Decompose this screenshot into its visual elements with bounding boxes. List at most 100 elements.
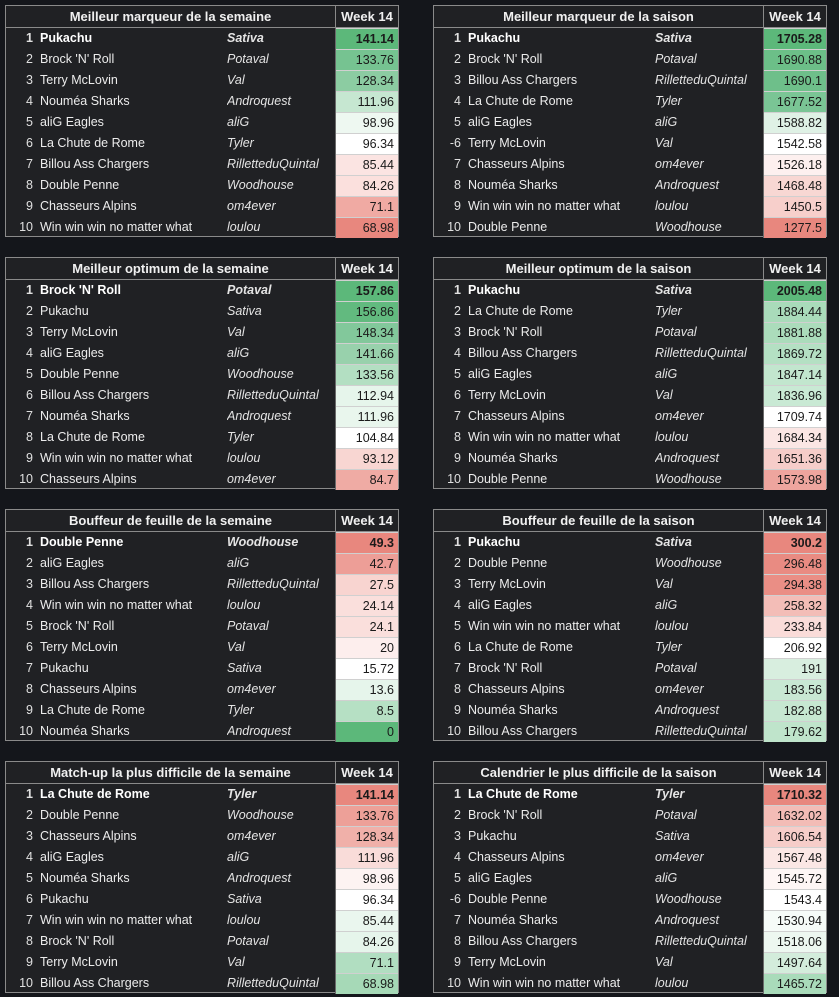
score-cell: 98.96 xyxy=(336,112,398,133)
score-cell: 156.86 xyxy=(336,301,398,322)
score-cell: 1588.82 xyxy=(764,112,826,133)
owner-name: Potaval xyxy=(227,280,336,301)
team-name: Brock 'N' Roll xyxy=(40,283,121,297)
rank-cell: 4 xyxy=(26,850,33,864)
rank-cell: 4 xyxy=(454,598,461,612)
leaderboard-panel: Meilleur marqueur de la saison Week 14 1 Pu… xyxy=(433,5,827,238)
team-name: aliG Eagles xyxy=(468,367,532,381)
panel-title: Bouffeur de feuille de la saison xyxy=(434,510,764,531)
owner-name: RilletteduQuintal xyxy=(227,973,336,994)
table-row: 9 Chasseurs Alpins om4ever 71.1 xyxy=(6,196,398,217)
team-name: Nouméa Sharks xyxy=(40,94,130,108)
table-row: 7 Billou Ass Chargers RilletteduQuintal 85.… xyxy=(6,154,398,175)
score-cell: 148.34 xyxy=(336,322,398,343)
rank-cell: 5 xyxy=(26,619,33,633)
table-row: 4 Win win win no matter what loulou 24.14 xyxy=(6,595,398,616)
team-name: Pukachu xyxy=(468,829,517,843)
score-cell: 13.6 xyxy=(336,679,398,700)
team-name: Nouméa Sharks xyxy=(40,871,130,885)
owner-name: loulou xyxy=(227,595,336,616)
rank-cell: 9 xyxy=(454,451,461,465)
table-row: 3 Terry McLovin Val 148.34 xyxy=(6,322,398,343)
panel-header: Match-up la plus difficile de la semaine… xyxy=(6,762,398,784)
team-name: Chasseurs Alpins xyxy=(40,472,137,486)
table-row: 10 Billou Ass Chargers RilletteduQuintal 68… xyxy=(6,973,398,994)
score-cell: 71.1 xyxy=(336,196,398,217)
table-row: 3 Pukachu Sativa 1606.54 xyxy=(434,826,826,847)
rank-cell: 8 xyxy=(26,178,33,192)
table-row: 5 aliG Eagles aliG 1847.14 xyxy=(434,364,826,385)
owner-name: RilletteduQuintal xyxy=(227,385,336,406)
table-row: 9 Terry McLovin Val 71.1 xyxy=(6,952,398,973)
table-row: 3 Chasseurs Alpins om4ever 128.34 xyxy=(6,826,398,847)
owner-name: loulou xyxy=(655,427,764,448)
team-name: Pukachu xyxy=(40,661,89,675)
team-name: Billou Ass Chargers xyxy=(40,976,150,990)
score-cell: 24.14 xyxy=(336,595,398,616)
score-cell: 96.34 xyxy=(336,889,398,910)
score-cell: 84.7 xyxy=(336,469,398,490)
rank-cell: 1 xyxy=(26,31,33,45)
rank-cell: 6 xyxy=(26,136,33,150)
table-row: 7 Chasseurs Alpins om4ever 1709.74 xyxy=(434,406,826,427)
team-name: Terry McLovin xyxy=(40,640,118,654)
leaderboard-panel: Bouffeur de feuille de la saison Week 14 1… xyxy=(433,509,827,742)
score-cell: 128.34 xyxy=(336,70,398,91)
table-row: 10 Billou Ass Chargers RilletteduQuintal 17… xyxy=(434,721,826,742)
panel-title: Meilleur optimum de la semaine xyxy=(6,258,336,279)
owner-name: aliG xyxy=(655,595,764,616)
team-name: Win win win no matter what xyxy=(468,976,621,990)
table-row: 1 Brock 'N' Roll Potaval 157.86 xyxy=(6,280,398,301)
score-cell: 20 xyxy=(336,637,398,658)
rank-cell: 6 xyxy=(26,892,33,906)
team-name: Win win win no matter what xyxy=(468,199,621,213)
team-name: Win win win no matter what xyxy=(40,220,193,234)
team-name: Brock 'N' Roll xyxy=(468,325,543,339)
score-cell: 1847.14 xyxy=(764,364,826,385)
rank-cell: 3 xyxy=(26,829,33,843)
owner-name: Tyler xyxy=(227,427,336,448)
owner-name: Androquest xyxy=(655,700,764,721)
team-name: Nouméa Sharks xyxy=(468,703,558,717)
rank-cell: 4 xyxy=(26,94,33,108)
rank-cell: 3 xyxy=(454,577,461,591)
table-row: 8 La Chute de Rome Tyler 104.84 xyxy=(6,427,398,448)
team-name: Terry McLovin xyxy=(468,136,546,150)
panel-title: Meilleur marqueur de la semaine xyxy=(6,6,336,27)
owner-name: RilletteduQuintal xyxy=(227,154,336,175)
team-name: Chasseurs Alpins xyxy=(40,199,137,213)
table-row: 9 Nouméa Sharks Androquest 182.88 xyxy=(434,700,826,721)
score-cell: 191 xyxy=(764,658,826,679)
team-name: Double Penne xyxy=(468,892,548,906)
table-row: 7 Nouméa Sharks Androquest 1530.94 xyxy=(434,910,826,931)
rank-cell: 4 xyxy=(26,598,33,612)
table-row: 1 Pukachu Sativa 2005.48 xyxy=(434,280,826,301)
team-name: Terry McLovin xyxy=(40,955,118,969)
table-row: 9 Win win win no matter what loulou 1450.5 xyxy=(434,196,826,217)
score-cell: 1705.28 xyxy=(764,28,826,49)
score-cell: 24.1 xyxy=(336,616,398,637)
rank-cell: 7 xyxy=(26,913,33,927)
rank-cell: 3 xyxy=(454,829,461,843)
owner-name: om4ever xyxy=(655,154,764,175)
table-row: 4 Billou Ass Chargers RilletteduQuintal 186… xyxy=(434,343,826,364)
table-row: 9 Win win win no matter what loulou 93.12 xyxy=(6,448,398,469)
panel-title: Match-up la plus difficile de la semaine xyxy=(6,762,336,783)
score-cell: 68.98 xyxy=(336,973,398,994)
table-row: 1 Pukachu Sativa 1705.28 xyxy=(434,28,826,49)
rank-cell: 1 xyxy=(454,283,461,297)
panel-header: Meilleur optimum de la saison Week 14 xyxy=(434,258,826,280)
team-name: Nouméa Sharks xyxy=(468,913,558,927)
score-cell: 1677.52 xyxy=(764,91,826,112)
score-cell: 179.62 xyxy=(764,721,826,742)
team-name: aliG Eagles xyxy=(468,115,532,129)
table-row: 10 Win win win no matter what loulou 1465.7… xyxy=(434,973,826,994)
rank-cell: 7 xyxy=(26,157,33,171)
team-name: Chasseurs Alpins xyxy=(40,829,137,843)
owner-name: Tyler xyxy=(227,784,336,805)
owner-name: Potaval xyxy=(227,616,336,637)
team-name: La Chute de Rome xyxy=(468,640,573,654)
rank-cell: 1 xyxy=(26,787,33,801)
table-row: 4 Nouméa Sharks Androquest 111.96 xyxy=(6,91,398,112)
owner-name: loulou xyxy=(227,910,336,931)
